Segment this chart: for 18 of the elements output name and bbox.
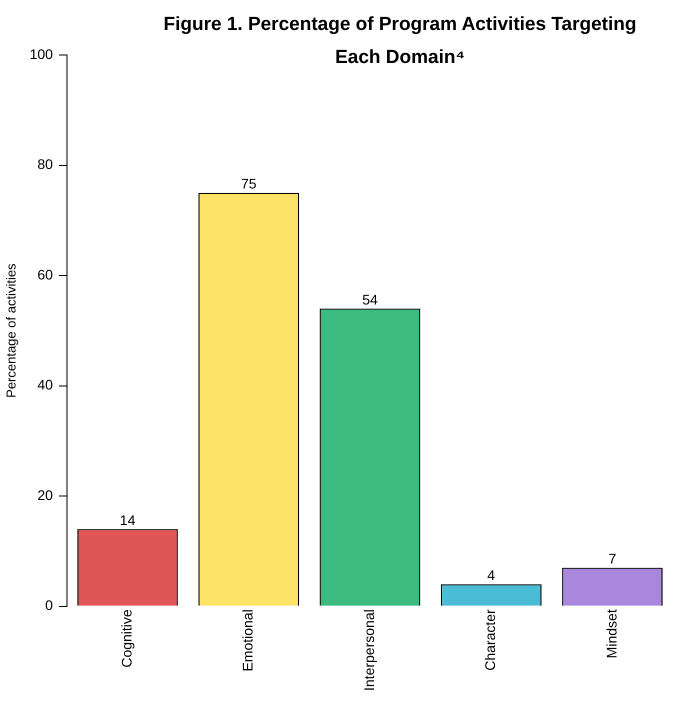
y-tick-label: 100 xyxy=(30,46,54,62)
y-tick-label: 0 xyxy=(45,597,54,614)
y-tick-label: 40 xyxy=(37,376,54,393)
chart-title: Figure 1. Percentage of Program Activities Targeting Each Domain⁴ xyxy=(162,13,638,70)
x-tick-label: Character xyxy=(482,608,498,671)
data-label: 54 xyxy=(362,291,378,308)
y-tick-label: 60 xyxy=(37,266,54,282)
x-tick-label: Interpersonal xyxy=(360,609,377,691)
data-label: 14 xyxy=(120,512,136,528)
data-label: 7 xyxy=(608,550,616,567)
x-tick-label: Cognitive xyxy=(118,609,134,668)
x-tick-label: Emotional xyxy=(240,609,256,672)
y-axis-title: Percentage of activities xyxy=(3,262,18,398)
y-tick-label: 80 xyxy=(37,156,54,172)
data-label: 4 xyxy=(487,567,496,584)
x-tick-label: Mindset xyxy=(603,609,620,658)
data-label: 75 xyxy=(240,176,257,192)
y-tick-label: 20 xyxy=(37,486,54,503)
